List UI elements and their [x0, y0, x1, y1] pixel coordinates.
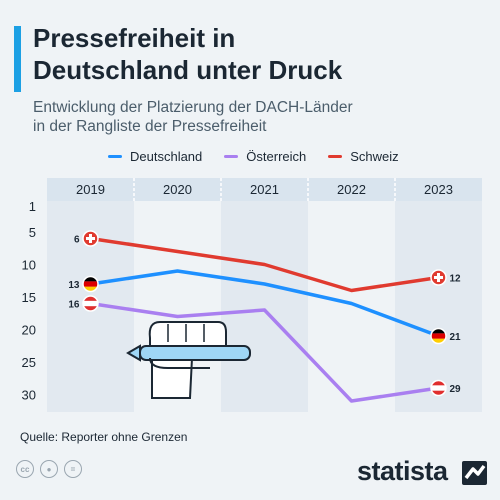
year-header-cell: [221, 178, 308, 201]
legend-label-deutschland: Deutschland: [130, 149, 203, 164]
year-header-cell: [395, 178, 482, 201]
y-tick-label: 10: [22, 258, 36, 273]
flag-switzerland-icon: [82, 230, 99, 247]
data-point-schweiz: [350, 289, 353, 292]
x-tick-label: 2023: [424, 182, 453, 197]
legend-item-deutschland: Deutschland: [108, 149, 202, 164]
data-point-deutschland: [350, 302, 353, 305]
license-icons: cc ● =: [16, 460, 82, 478]
legend-item-oesterreich: Österreich: [224, 149, 306, 164]
data-label-schweiz-start: 6: [74, 235, 80, 246]
legend-label-oesterreich: Österreich: [246, 149, 307, 164]
data-label-deutschland-start: 13: [68, 280, 80, 291]
year-header-cell: [47, 178, 134, 201]
title-accent-bar: [14, 26, 21, 92]
legend-swatch-deutschland: [108, 155, 122, 158]
equals-icon: =: [64, 460, 82, 478]
data-label-oesterreich-start: 16: [68, 300, 80, 311]
year-column-band: [221, 201, 308, 412]
data-point-schweiz: [263, 263, 266, 266]
data-point-oesterreich: [176, 315, 179, 318]
legend-item-schweiz: Schweiz: [328, 149, 399, 164]
data-point-oesterreich: [263, 308, 266, 312]
data-label-oesterreich-end: 29: [450, 384, 462, 395]
data-point-deutschland: [263, 282, 266, 286]
y-tick-label: 5: [29, 225, 36, 240]
subtitle-line-2: in der Rangliste der Pressefreiheit: [33, 118, 267, 135]
title-line-2: Deutschland unter Druck: [33, 55, 343, 85]
legend-label-schweiz: Schweiz: [350, 149, 399, 164]
x-tick-label: 2021: [250, 182, 279, 197]
flag-austria-icon: [82, 295, 99, 312]
title-line-1: Pressefreiheit in: [33, 23, 236, 53]
line-chart: 2019 2020 2021 2022 202315101520253013211629…: [22, 178, 482, 412]
y-tick-label: 20: [22, 323, 36, 338]
y-tick-label: 15: [22, 290, 36, 305]
flag-switzerland-icon: [430, 269, 447, 286]
data-point-schweiz: [176, 250, 179, 253]
legend-swatch-oesterreich: [224, 155, 239, 158]
y-tick-label: 30: [22, 388, 36, 403]
year-header-cell: [134, 178, 221, 201]
data-point-oesterreich: [350, 399, 353, 403]
statista-logo-icon: [462, 461, 487, 485]
fist-pen-icon: [126, 321, 251, 399]
flag-austria-icon: [430, 379, 447, 397]
legend: Deutschland Österreich Schweiz: [108, 149, 399, 164]
x-tick-label: 2019: [76, 182, 105, 197]
x-tick-label: 2022: [337, 182, 366, 197]
cc-icon: cc: [16, 460, 34, 478]
year-column-band: [395, 201, 482, 412]
person-icon: ●: [40, 460, 58, 478]
legend-swatch-schweiz: [328, 155, 343, 158]
chart-title: Pressefreiheit in Deutschland unter Druc…: [33, 22, 342, 86]
y-tick-label: 25: [22, 355, 36, 370]
subtitle-line-1: Entwicklung der Platzierung der DACH-Län…: [33, 99, 353, 116]
year-column-band: [308, 201, 395, 412]
flag-germany-icon: [82, 275, 99, 293]
x-tick-label: 2020: [163, 182, 192, 197]
source-note: Quelle: Reporter ohne Grenzen: [20, 430, 188, 444]
y-tick-label: 1: [29, 199, 36, 214]
data-label-deutschland-end: 21: [450, 332, 462, 343]
data-point-deutschland: [176, 269, 179, 273]
year-header-cell: [308, 178, 395, 201]
chart-subtitle: Entwicklung der Platzierung der DACH-Län…: [33, 98, 353, 136]
flag-germany-icon: [430, 327, 447, 345]
data-label-schweiz-end: 12: [450, 274, 462, 285]
statista-wordmark: statista: [357, 456, 448, 486]
